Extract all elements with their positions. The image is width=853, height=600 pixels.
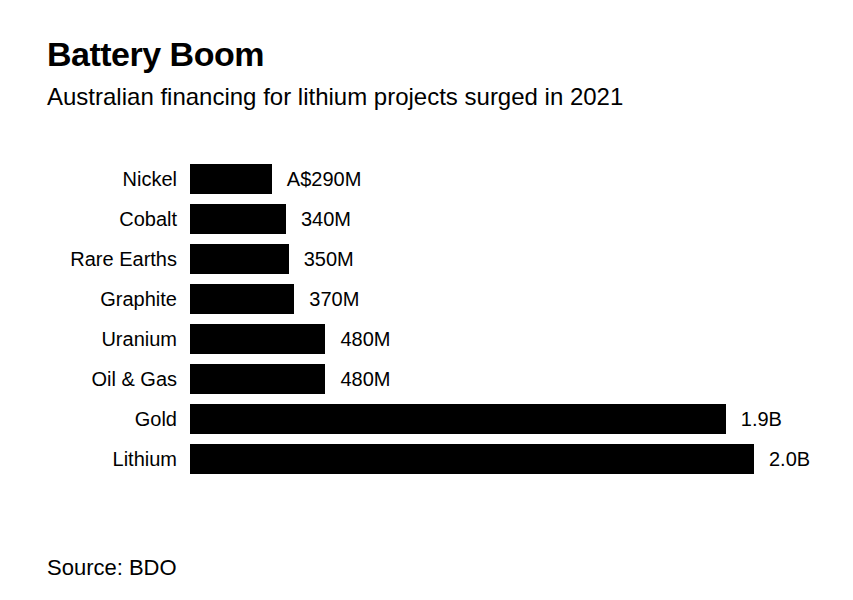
bar-row: Rare Earths 350M [47, 239, 810, 279]
chart-title: Battery Boom [47, 34, 810, 74]
source-note: Source: BDO [47, 555, 810, 581]
bar [190, 444, 754, 474]
value-label: 370M [309, 288, 359, 311]
value-label: A$290M [287, 168, 362, 191]
category-label: Uranium [47, 328, 190, 351]
category-label: Lithium [47, 448, 190, 471]
value-label: 480M [340, 368, 390, 391]
bar-row: Uranium 480M [47, 319, 810, 359]
value-label: 350M [304, 248, 354, 271]
bar [190, 364, 325, 394]
bar [190, 204, 286, 234]
category-label: Graphite [47, 288, 190, 311]
bar-row: Nickel A$290M [47, 159, 810, 199]
bar-row: Cobalt 340M [47, 199, 810, 239]
value-label: 340M [301, 208, 351, 231]
value-label: 480M [340, 328, 390, 351]
bar [190, 164, 272, 194]
chart: Battery Boom Australian financing for li… [0, 0, 853, 600]
bar [190, 404, 726, 434]
value-label: 1.9B [741, 408, 782, 431]
bar-row: Graphite 370M [47, 279, 810, 319]
category-label: Oil & Gas [47, 368, 190, 391]
bar [190, 244, 289, 274]
category-label: Gold [47, 408, 190, 431]
bar [190, 284, 294, 314]
category-label: Nickel [47, 168, 190, 191]
category-label: Cobalt [47, 208, 190, 231]
bar-row: Oil & Gas 480M [47, 359, 810, 399]
bar-row: Lithium 2.0B [47, 439, 810, 479]
bar-chart: Nickel A$290M Cobalt 340M Rare Earths 350M Gra… [47, 159, 810, 479]
value-label: 2.0B [769, 448, 810, 471]
bar-row: Gold 1.9B [47, 399, 810, 439]
category-label: Rare Earths [47, 248, 190, 271]
chart-subtitle: Australian financing for lithium project… [47, 82, 810, 112]
bar [190, 324, 325, 354]
